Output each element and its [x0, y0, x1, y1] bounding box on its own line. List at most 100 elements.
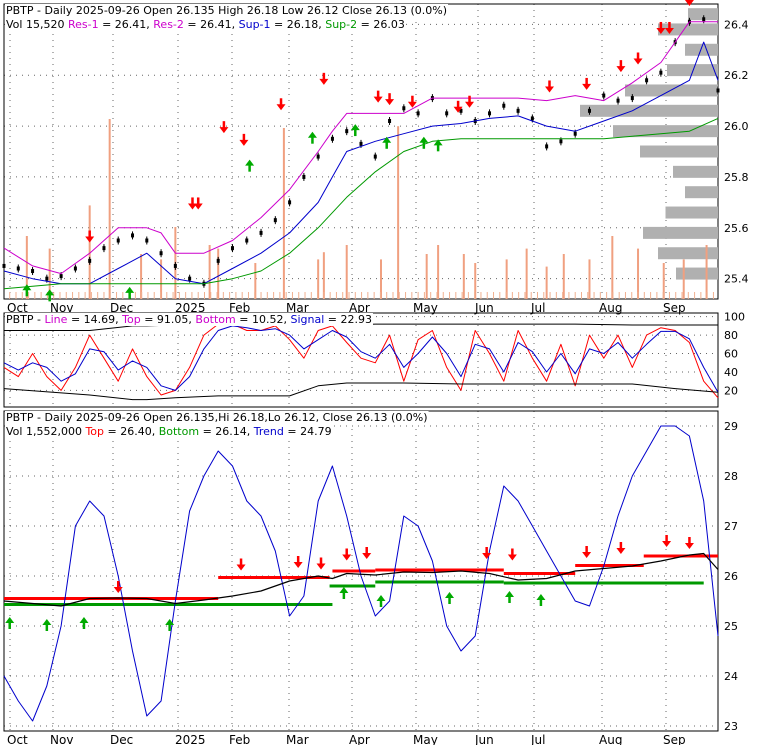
price-bar-candle [530, 116, 534, 121]
volume-bar [48, 248, 51, 299]
price-bar-candle [173, 263, 177, 268]
price-bar-candle [73, 266, 77, 271]
arrow-head [433, 139, 443, 146]
price-bar-candle [545, 144, 549, 149]
sell-arrow [187, 197, 197, 210]
arrow-head [316, 563, 326, 570]
legend-row-trend-2-part: = 24.79 [287, 425, 331, 438]
legend-row-2-part: = 26.18, [274, 18, 322, 31]
y-tick-label: 60 [724, 348, 738, 361]
buy-arrow [350, 124, 360, 137]
legend-row-stoch-part: Bottom [195, 313, 235, 326]
sell-arrow [239, 133, 249, 146]
sell-arrow [482, 547, 492, 559]
volume-bar [282, 128, 285, 299]
legend-row-trend-2-part: Top [84, 425, 104, 438]
y-tick-label: 25.4 [724, 273, 749, 286]
sell-arrow [385, 93, 395, 106]
price-bar-candle [359, 141, 363, 146]
buy-arrow [125, 286, 135, 299]
sell-arrow [582, 546, 592, 558]
sell-arrow [633, 52, 643, 65]
arrow-head [5, 617, 15, 623]
price-bar-candle [102, 246, 106, 251]
volume-bar [637, 248, 640, 299]
x-tick-label: Jun [474, 733, 494, 745]
price-bar-candle [302, 174, 306, 179]
x-tick-label: Aug [599, 733, 622, 745]
volume-bar [322, 252, 325, 299]
volume-bar [588, 259, 591, 299]
legend-row-trend-2: Vol 1,552,000 Top = 26.40, Bottom = 26.1… [6, 425, 332, 438]
y-tick-label: 27 [724, 520, 738, 533]
price-bar-candle [245, 238, 249, 243]
volume-bar [682, 259, 685, 299]
sell-arrow [193, 197, 203, 210]
arrow-head [419, 136, 429, 143]
buy-arrow [79, 617, 89, 629]
arrow-head [187, 203, 197, 210]
price-bar-candle [2, 263, 6, 268]
arrow-head [307, 131, 317, 138]
x-tick-label: Sep [663, 733, 686, 745]
price-bar-candle [316, 154, 320, 159]
price-bar-candle [573, 131, 577, 136]
price-bar-candle [559, 139, 563, 144]
arrow-head [113, 587, 123, 593]
price-bar-candle [116, 238, 120, 243]
price-bar-candle [45, 276, 49, 281]
y-tick-label: 24 [724, 670, 738, 683]
arrow-head [85, 236, 95, 243]
sell-arrow [362, 547, 372, 559]
price-bar-candle [702, 17, 706, 22]
price-bar-candle [388, 118, 392, 123]
y-tick-label: 26 [724, 570, 738, 583]
arrow-head [45, 289, 55, 296]
volume-bar [208, 245, 211, 299]
x-tick-label: Apr [349, 301, 370, 315]
buy-arrow [376, 595, 386, 607]
y-tick-label: 26.0 [724, 120, 749, 133]
legend-row-stoch-part: Signal [290, 313, 324, 326]
price-bar-candle [516, 108, 520, 113]
sell-arrow [236, 558, 246, 571]
sell-arrow [453, 100, 463, 113]
volume-profile-bar [643, 226, 718, 239]
x-tick-label: Sep [663, 301, 686, 315]
price-bar-candle [188, 276, 192, 281]
arrow-head [684, 0, 694, 6]
x-tick-label: Apr [349, 733, 370, 745]
volume-bar [397, 126, 400, 299]
sell-arrow [276, 98, 286, 111]
buy-arrow [339, 587, 349, 599]
buy-arrow [165, 619, 175, 631]
sell-arrow [465, 95, 475, 108]
legend-row-2-part: = 26.03 [361, 18, 405, 31]
buy-arrow [307, 131, 317, 144]
sell-arrow [319, 72, 329, 85]
price-bar-candle [645, 78, 649, 83]
legend-row-stoch-part: Top [121, 313, 141, 326]
buy-arrow [433, 139, 443, 152]
legend-row-trend-2-part: = 26.14, [203, 425, 251, 438]
legend-row-2-bg [5, 18, 406, 31]
x-tick-label: 2025 [175, 733, 206, 745]
x-tick-label: Mar [286, 733, 309, 745]
sell-arrow [219, 121, 229, 134]
legend-row-2-part: Sup-1 [239, 18, 271, 31]
legend-row-2-part: Res-2 [153, 18, 184, 31]
volume-bar [25, 236, 28, 299]
arrow-head [382, 136, 392, 143]
arrow-head [22, 284, 32, 291]
price-bar-candle [659, 70, 663, 75]
arrow-head [125, 286, 135, 293]
legend-row-stoch-bg [5, 313, 373, 326]
sell-arrow [113, 581, 123, 593]
y-tick-label: 26.4 [724, 18, 749, 31]
sell-arrow [507, 548, 517, 561]
sell-arrow [316, 557, 326, 570]
sell-arrow [616, 542, 626, 554]
y-tick-label: 80 [724, 329, 738, 342]
legend-row-trend-2-part: Vol 1,552,000 [6, 425, 82, 438]
series-bottom [3, 382, 719, 401]
